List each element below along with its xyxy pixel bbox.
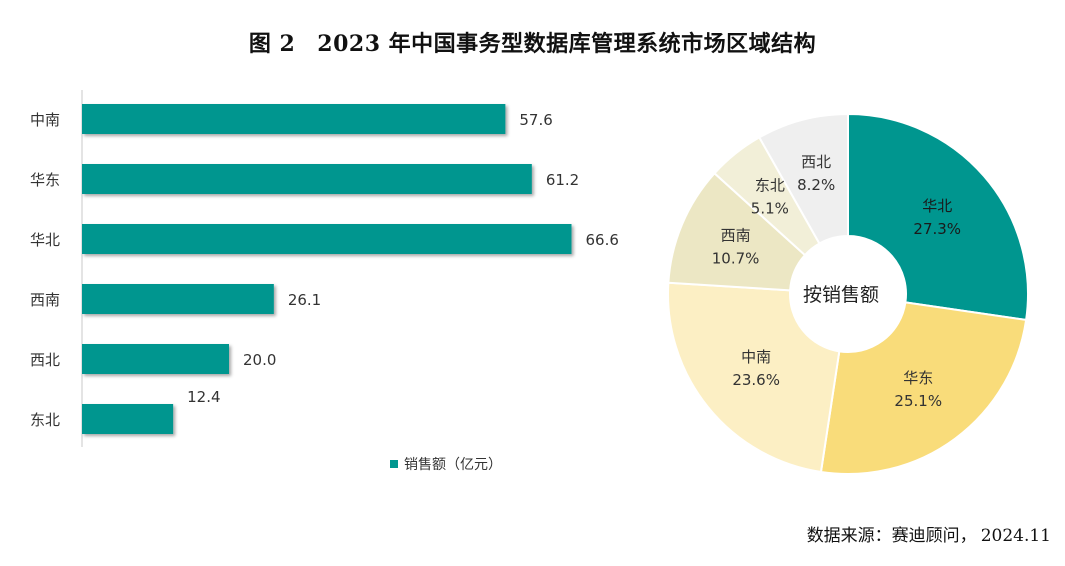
pie-slice <box>819 301 1028 475</box>
pie-slice-percent: 25.1% <box>894 392 942 410</box>
bar-value-label: 57.6 <box>519 111 552 129</box>
pie-slice <box>847 112 1029 322</box>
pie-slice-percent: 27.3% <box>913 220 961 238</box>
bar-category-label: 中南 <box>30 111 60 129</box>
pie-slice <box>667 281 841 474</box>
source-note: 数据来源：赛迪顾问， 2024.11 <box>807 521 1051 546</box>
pie-slice-label: 华东 <box>903 369 933 387</box>
pie-slice-label: 中南 <box>741 348 771 366</box>
donut-chart: 华北 27.3% 华东 25.1% 中南 23.6% 西南 10.7% 东北 5.1% 西北 8.2%… <box>667 112 1029 475</box>
bar <box>82 104 506 134</box>
bar <box>82 344 229 374</box>
pie-slice-percent: 5.1% <box>751 199 789 217</box>
bar <box>82 284 274 314</box>
donut-center-label: 按销售额 <box>803 284 879 306</box>
figure-title-text: 2023 年中国事务型数据库管理系统市场区域结构 <box>317 31 817 57</box>
bar-value-label: 66.6 <box>586 231 619 249</box>
source-label: 数据来源：赛迪顾问， <box>806 526 977 546</box>
figure-title: 图 2 2023 年中国事务型数据库管理系统市场区域结构 <box>0 26 1065 58</box>
bar-category-label: 西南 <box>30 291 60 309</box>
bar-value-label: 61.2 <box>546 171 579 189</box>
bar <box>82 164 532 194</box>
bar-category-label: 东北 <box>30 411 60 429</box>
pie-slice-percent: 23.6% <box>732 371 780 389</box>
figure-number: 图 2 <box>248 31 296 57</box>
pie-slice-label: 西北 <box>801 153 831 171</box>
bar <box>82 404 174 434</box>
bar-category-label: 西北 <box>30 351 60 369</box>
pie-slice-percent: 8.2% <box>797 176 835 194</box>
pie-slice <box>757 112 849 245</box>
legend-label: 销售额（亿元） <box>404 457 502 473</box>
bar-value-label: 26.1 <box>288 291 321 309</box>
pie-slice-percent: 10.7% <box>712 250 760 268</box>
bar-value-label: 12.4 <box>187 388 220 406</box>
bar-chart: 中南 57.6 华东 61.2 华北 66.6 西南 26.1 西北 20.0 东北 12.4 销售额（… <box>30 90 619 473</box>
source-date: 2024.11 <box>980 526 1051 546</box>
pie-slice-label: 西南 <box>721 227 751 245</box>
bar-category-label: 华北 <box>30 231 60 249</box>
pie-slice-label: 华北 <box>922 197 952 215</box>
pie-slice-label: 东北 <box>755 176 785 194</box>
legend-swatch <box>390 460 398 468</box>
bar-category-label: 华东 <box>30 171 60 189</box>
bar <box>82 224 572 254</box>
bar-value-label: 20.0 <box>243 351 276 369</box>
